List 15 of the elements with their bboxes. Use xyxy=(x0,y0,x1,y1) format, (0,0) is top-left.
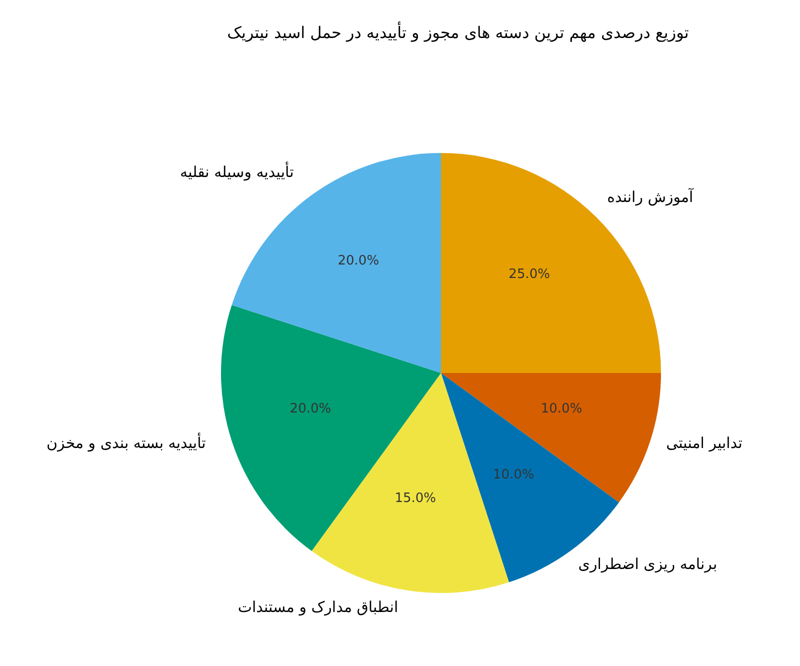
slice-label: برنامه ریزی اضطراری xyxy=(578,554,718,573)
data-label: 15.0% xyxy=(394,490,436,506)
data-label: 10.0% xyxy=(492,467,534,482)
slice-label: آموزش راننده xyxy=(607,186,694,206)
slice-label: تدابیر امنیتی xyxy=(666,434,742,452)
data-label: 10.0% xyxy=(540,401,582,416)
pie-slice xyxy=(441,373,661,502)
slice-label: تأییدیه بسته بندی و مخزن xyxy=(46,432,206,452)
pie-slice xyxy=(221,305,441,551)
data-label: 20.0% xyxy=(338,254,380,269)
chart-title: توزیع درصدی مهم ترین دسته های مجوز و تأییدیه در حمل اسید نیتریک xyxy=(227,21,689,42)
data-label: 20.0% xyxy=(290,401,332,416)
data-label: 25.0% xyxy=(508,267,550,282)
slice-label: تأییدیه وسیله نقلیه xyxy=(180,161,294,182)
slice-label: انطباق مدارک و مستندات xyxy=(238,598,398,616)
